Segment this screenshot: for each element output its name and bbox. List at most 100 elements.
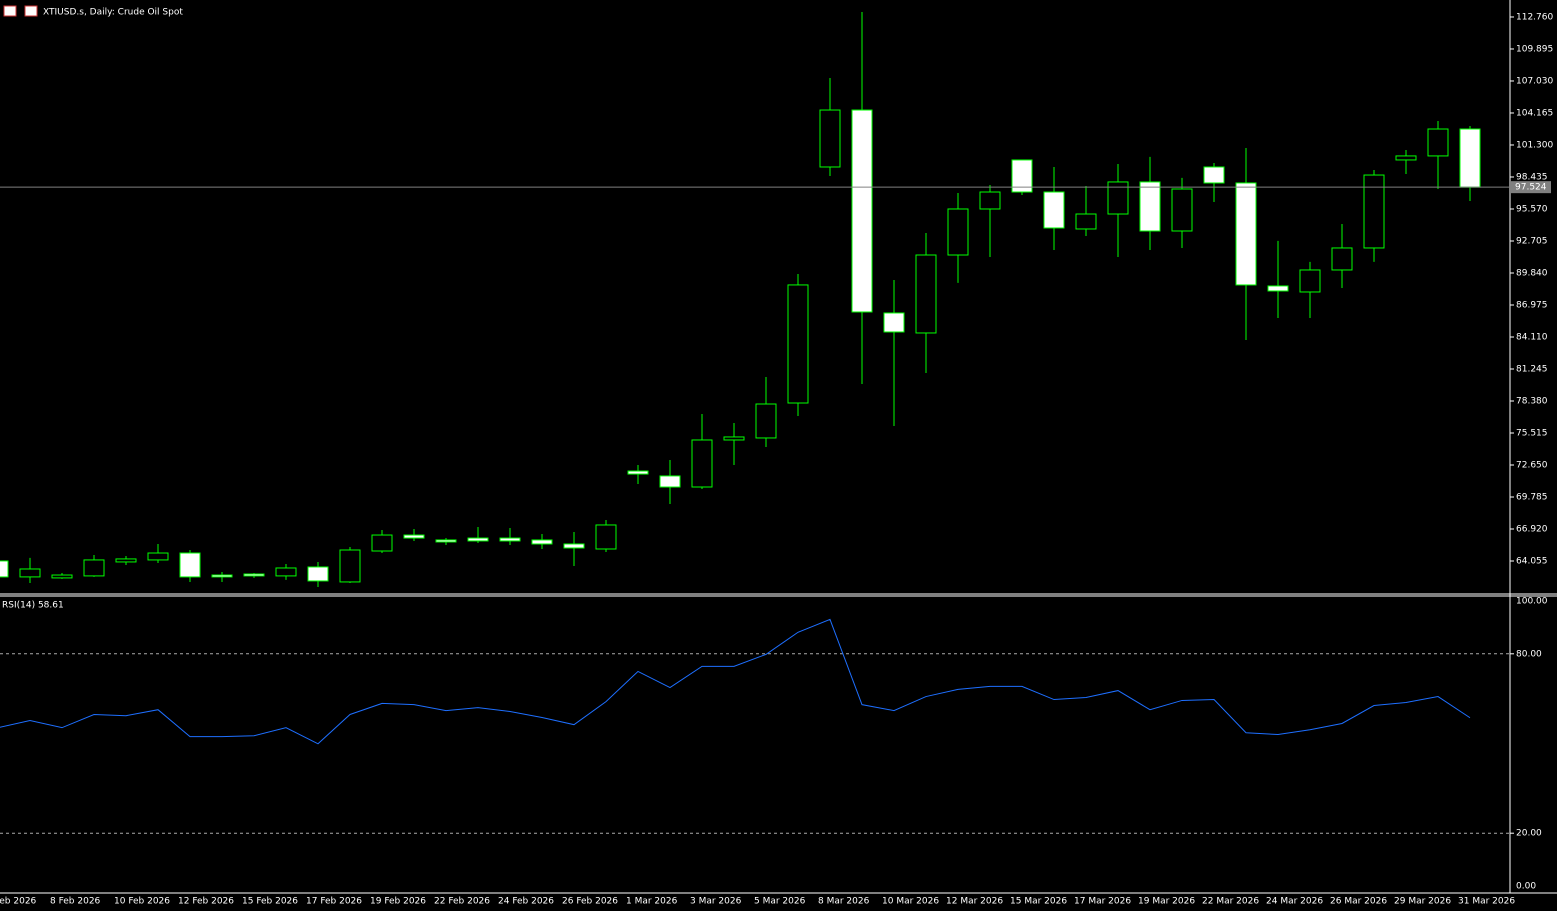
- candle-body: [243, 573, 265, 577]
- candle-body: [1203, 166, 1225, 184]
- candle-body: [179, 552, 201, 578]
- x-tick-label: 17 Mar 2026: [1074, 897, 1131, 907]
- candle-body: [851, 109, 873, 313]
- x-tick-label: 3 Mar 2026: [690, 897, 742, 907]
- x-tick-label: 26 Mar 2026: [1330, 897, 1387, 907]
- candle-body: [659, 475, 681, 488]
- y-tick-label: 75.515: [1516, 428, 1548, 438]
- candle-body: [1075, 213, 1097, 230]
- y-tick-label: 98.435: [1516, 172, 1548, 182]
- candle-body: [627, 470, 649, 475]
- current-price-box: [1511, 181, 1551, 194]
- x-tick-label: 19 Feb 2026: [370, 897, 426, 907]
- indicator-title: RSI(14) 58.61: [2, 601, 64, 611]
- candle-body: [1235, 182, 1257, 286]
- candle-body: [339, 549, 361, 583]
- candle-body: [883, 312, 905, 333]
- y-tick-label: 20.00: [1516, 829, 1542, 839]
- x-tick-label: 5 Mar 2026: [754, 897, 806, 907]
- candle-body: [691, 439, 713, 488]
- candle-body: [51, 574, 73, 579]
- candle-body: [1363, 174, 1385, 249]
- candle-body: [1267, 285, 1289, 292]
- y-tick-label: 72.650: [1516, 460, 1548, 470]
- candle-body: [211, 574, 233, 578]
- candle-body: [307, 566, 329, 582]
- rsi-line: [0, 618, 1471, 745]
- y-tick-label: 78.380: [1516, 396, 1548, 406]
- candle-body: [435, 539, 457, 543]
- candle-body: [1107, 181, 1129, 215]
- menu-icon[interactable]: [3, 5, 17, 17]
- candle-body: [1299, 269, 1321, 293]
- candle-body: [755, 403, 777, 439]
- x-tick-label: 1 Mar 2026: [626, 897, 678, 907]
- candle-body: [115, 558, 137, 563]
- x-tick-label: 17 Feb 2026: [306, 897, 362, 907]
- x-tick-label: 29 Mar 2026: [1394, 897, 1451, 907]
- candle-body: [723, 436, 745, 441]
- header-icons: [3, 5, 38, 17]
- candle-body: [1011, 159, 1033, 193]
- chart-title: XTIUSD.s, Daily: Crude Oil Spot: [43, 8, 183, 18]
- candle-body: [499, 537, 521, 542]
- candle-body: [915, 254, 937, 334]
- chart-icon[interactable]: [24, 5, 38, 17]
- candle-body: [979, 191, 1001, 210]
- x-tick-label: 19 Mar 2026: [1138, 897, 1195, 907]
- candle-body: [1459, 128, 1481, 188]
- x-tick-label: 8 Mar 2026: [818, 897, 870, 907]
- candle-body: [83, 559, 105, 577]
- candle-body: [0, 560, 9, 578]
- y-tick-label: 100.00: [1516, 597, 1548, 607]
- candle-body: [19, 568, 41, 578]
- x-tick-label: 24 Mar 2026: [1266, 897, 1323, 907]
- candle-body: [1395, 155, 1417, 161]
- y-tick-label: 66.920: [1516, 524, 1548, 534]
- x-tick-label: 12 Mar 2026: [946, 897, 1003, 907]
- candle-body: [467, 537, 489, 542]
- candle-body: [403, 534, 425, 539]
- x-tick-label: 31 Mar 2026: [1458, 897, 1515, 907]
- y-tick-label: 92.705: [1516, 236, 1548, 246]
- candle-body: [147, 552, 169, 561]
- x-tick-label: 24 Feb 2026: [498, 897, 554, 907]
- y-tick-label: 101.300: [1516, 140, 1553, 150]
- x-tick-label: 15 Feb 2026: [242, 897, 298, 907]
- y-tick-label: 69.785: [1516, 492, 1548, 502]
- candle-body: [1139, 181, 1161, 232]
- y-tick-label: 107.030: [1516, 76, 1553, 86]
- y-tick-label: 81.245: [1516, 364, 1548, 374]
- candle-body: [1043, 191, 1065, 229]
- x-tick-label: 8 Feb 2026: [50, 897, 101, 907]
- candle-body: [531, 539, 553, 545]
- y-tick-label: 104.165: [1516, 108, 1553, 118]
- candle-body: [819, 109, 841, 168]
- y-tick-label: 95.570: [1516, 204, 1548, 214]
- y-tick-label: 84.110: [1516, 332, 1548, 342]
- x-tick-label: 26 Feb 2026: [562, 897, 618, 907]
- y-tick-label: 89.840: [1516, 268, 1548, 278]
- candle-body: [275, 567, 297, 577]
- candle-body: [595, 524, 617, 550]
- candle-body: [1427, 128, 1449, 157]
- x-tick-label: 10 Feb 2026: [114, 897, 170, 907]
- x-tick-label: 10 Mar 2026: [882, 897, 939, 907]
- y-tick-label: 86.975: [1516, 300, 1548, 310]
- x-tick-label: 12 Feb 2026: [178, 897, 234, 907]
- candle-body: [787, 284, 809, 404]
- x-tick-label: 22 Mar 2026: [1202, 897, 1259, 907]
- candle-body: [1331, 247, 1353, 271]
- y-tick-label: 109.895: [1516, 44, 1553, 54]
- x-tick-label: 15 Mar 2026: [1010, 897, 1067, 907]
- candle-body: [371, 534, 393, 552]
- candle-body: [563, 543, 585, 549]
- y-tick-label: 64.055: [1516, 556, 1548, 566]
- y-tick-label: 80.00: [1516, 649, 1542, 659]
- x-tick-label: 22 Feb 2026: [434, 897, 490, 907]
- candle-body: [947, 208, 969, 256]
- y-tick-label: 112.760: [1516, 12, 1553, 22]
- x-tick-label: 5 Feb 2026: [0, 897, 37, 907]
